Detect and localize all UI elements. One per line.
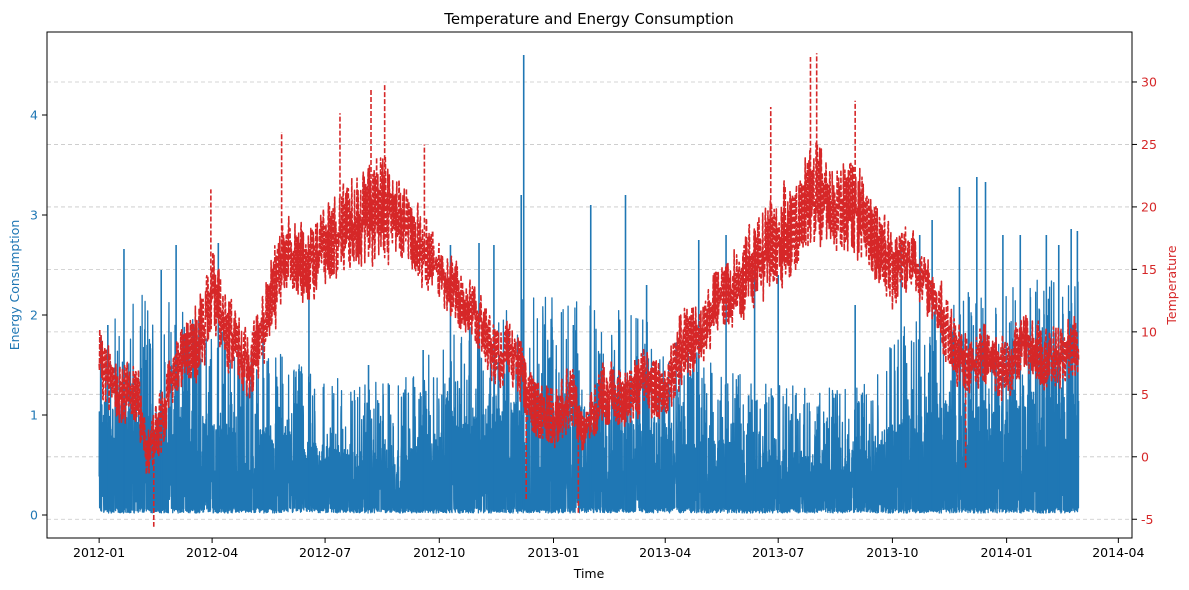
- y-right-tick-label: -5: [1141, 512, 1153, 527]
- y-axis-left: 0 1 2 3 4: [30, 108, 47, 523]
- x-tick-label: 2012-07: [299, 545, 351, 560]
- x-axis-label: Time: [573, 566, 605, 581]
- y-right-tick-label: 5: [1141, 387, 1149, 402]
- x-tick-label: 2013-04: [639, 545, 691, 560]
- y-axis-right-label: Temperature: [1164, 245, 1179, 325]
- x-tick-label: 2013-10: [866, 545, 918, 560]
- x-tick-label: 2012-04: [186, 545, 238, 560]
- y-left-tick-label: 3: [30, 208, 38, 223]
- x-tick-label: 2014-04: [1092, 545, 1144, 560]
- x-tick-label: 2014-01: [980, 545, 1032, 560]
- x-tick-label: 2013-01: [527, 545, 579, 560]
- y-left-tick-label: 2: [30, 308, 38, 323]
- chart-title: Temperature and Energy Consumption: [443, 10, 733, 28]
- x-tick-label: 2013-07: [752, 545, 804, 560]
- y-right-tick-label: 30: [1141, 74, 1157, 89]
- y-right-tick-label: 0: [1141, 449, 1149, 464]
- x-axis: 2012-01 2012-04 2012-07 2012-10 2013-01 2013-…: [73, 538, 1145, 560]
- y-right-tick-label: 25: [1141, 137, 1157, 152]
- y-right-tick-label: 20: [1141, 199, 1157, 214]
- x-tick-label: 2012-01: [73, 545, 125, 560]
- y-left-tick-label: 4: [30, 108, 38, 123]
- y-right-tick-label: 15: [1141, 262, 1157, 277]
- plot-frame: [46, 31, 1133, 539]
- y-left-tick-label: 0: [30, 508, 38, 523]
- y-axis-left-label: Energy Consumption: [7, 220, 22, 351]
- y-right-tick-label: 10: [1141, 324, 1157, 339]
- y-left-tick-label: 1: [30, 408, 38, 423]
- temperature-line: [98, 140, 1080, 475]
- y-axis-right: -5 0 5 10 15 20 25 30: [1132, 74, 1157, 527]
- temperature-series: [98, 53, 1080, 527]
- x-tick-label: 2012-10: [413, 545, 465, 560]
